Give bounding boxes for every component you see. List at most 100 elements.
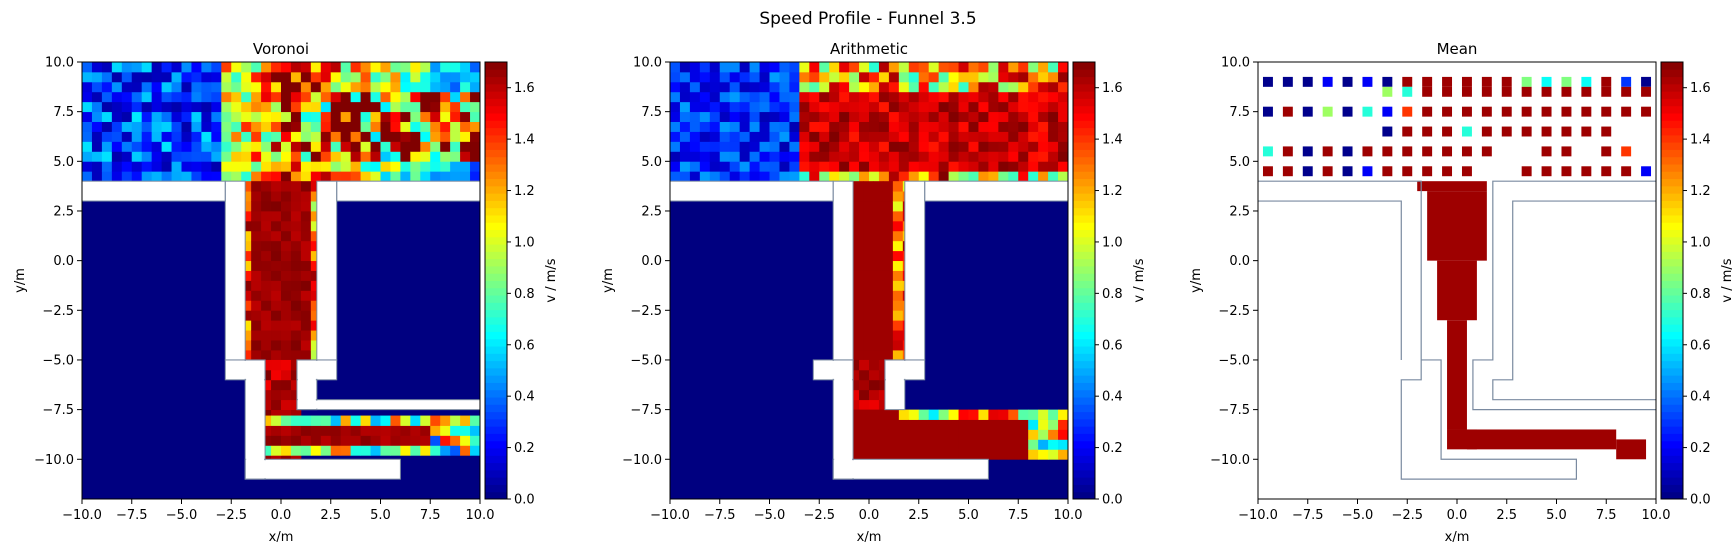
heatmap-cell bbox=[191, 141, 202, 152]
heatmap-cell bbox=[241, 240, 252, 252]
wall-fill bbox=[834, 360, 853, 479]
heatmap-cell bbox=[1581, 106, 1592, 117]
heatmap-cell bbox=[719, 161, 731, 172]
heatmap-cell bbox=[779, 171, 790, 182]
heatmap-cell bbox=[111, 161, 123, 172]
x-tick-label: −10.0 bbox=[1238, 508, 1278, 523]
heatmap-cell bbox=[799, 121, 810, 132]
heatmap-cell bbox=[271, 359, 282, 371]
heatmap-cell bbox=[440, 141, 451, 152]
heatmap-cell bbox=[191, 81, 202, 93]
heatmap-cell bbox=[779, 141, 790, 152]
heatmap-cell bbox=[171, 131, 182, 142]
y-tick-label: 2.5 bbox=[53, 204, 74, 219]
heatmap-cell bbox=[271, 409, 282, 420]
heatmap-cell bbox=[769, 111, 780, 122]
heatmap-cell bbox=[310, 71, 322, 83]
heatmap-cell bbox=[251, 191, 262, 202]
heatmap-cell bbox=[370, 111, 381, 122]
colorbar-segment bbox=[1661, 375, 1683, 383]
heatmap-cell bbox=[82, 91, 93, 103]
heatmap-cell bbox=[918, 131, 930, 142]
heatmap-cell bbox=[390, 415, 401, 426]
heatmap-cell bbox=[679, 141, 691, 152]
heatmap-cell bbox=[350, 425, 361, 436]
colorbar-segment bbox=[485, 418, 507, 427]
heatmap-cell bbox=[111, 91, 123, 103]
heatmap-cell bbox=[290, 181, 302, 192]
heatmap-cell bbox=[320, 141, 332, 152]
heatmap-cell bbox=[350, 71, 361, 83]
y-tick-label: −2.5 bbox=[1218, 304, 1250, 319]
heatmap-cell bbox=[928, 131, 940, 142]
y-tick-label: −10.0 bbox=[622, 453, 662, 468]
wall-fill bbox=[246, 360, 265, 479]
x-tick-label: 5.0 bbox=[958, 508, 979, 523]
colorbar-segment bbox=[485, 462, 507, 471]
heatmap-cell bbox=[849, 111, 860, 122]
heatmap-cell bbox=[251, 151, 262, 162]
heatmap-cell bbox=[231, 81, 242, 93]
heatmap-cell bbox=[121, 131, 133, 142]
heatmap-cell bbox=[231, 101, 242, 113]
heatmap-cell bbox=[908, 91, 920, 103]
heatmap-cell bbox=[370, 445, 381, 456]
heatmap-cell bbox=[410, 445, 421, 456]
colorbar-segment bbox=[1073, 316, 1095, 325]
heatmap-cell bbox=[978, 111, 989, 122]
heatmap-cell bbox=[1422, 166, 1433, 177]
y-tick-label: 0.0 bbox=[1229, 254, 1250, 269]
heatmap-cell bbox=[859, 81, 870, 93]
heatmap-cell bbox=[1402, 146, 1413, 157]
heatmap-cell bbox=[709, 91, 721, 103]
heatmap-cell bbox=[1262, 146, 1273, 157]
wall-fill bbox=[297, 360, 316, 409]
heatmap-cell bbox=[470, 171, 480, 182]
heatmap-cell bbox=[300, 81, 312, 93]
heatmap-cell bbox=[1058, 429, 1068, 440]
heatmap-cell bbox=[320, 161, 332, 172]
heatmap-cell bbox=[310, 320, 322, 331]
heatmap-cell bbox=[121, 161, 133, 172]
heatmap-cell bbox=[829, 171, 840, 182]
heatmap-cell bbox=[1402, 76, 1413, 87]
colorbar-segment bbox=[1661, 244, 1683, 252]
heatmap-cell bbox=[878, 439, 890, 450]
heatmap-cell bbox=[82, 81, 93, 93]
heatmap-cell bbox=[290, 280, 302, 291]
colorbar-segment bbox=[1073, 302, 1095, 311]
colorbar-tick-label: 0.8 bbox=[1690, 287, 1711, 302]
heatmap-cell bbox=[380, 91, 391, 103]
heatmap-cell bbox=[1018, 151, 1029, 162]
heatmap-cell bbox=[1018, 71, 1029, 83]
heatmap-cell bbox=[290, 379, 302, 391]
heatmap-cell bbox=[221, 91, 232, 103]
heatmap-cell bbox=[231, 71, 242, 83]
heatmap-cell bbox=[679, 111, 691, 122]
colorbar-segment bbox=[485, 382, 507, 391]
heatmap-cell bbox=[938, 121, 949, 132]
heatmap-cell bbox=[290, 260, 302, 271]
heatmap-cell bbox=[1028, 419, 1039, 430]
heatmap-cell bbox=[709, 121, 721, 132]
heatmap-cell bbox=[888, 121, 900, 132]
heatmap-cell bbox=[1048, 62, 1059, 73]
heatmap-cell bbox=[699, 62, 711, 73]
colorbar-segment bbox=[485, 207, 507, 216]
colorbar-segment bbox=[485, 185, 507, 194]
heatmap-cell bbox=[872, 220, 884, 232]
heatmap-cell bbox=[898, 141, 910, 152]
heatmap-cell bbox=[161, 141, 172, 152]
heatmap-cell bbox=[1038, 171, 1049, 182]
heatmap-cell bbox=[948, 171, 959, 182]
heatmap-cell bbox=[799, 91, 810, 103]
heatmap-cell bbox=[261, 250, 272, 262]
colorbar-segment bbox=[485, 338, 507, 347]
heatmap-cell bbox=[719, 81, 731, 93]
heatmap-cell bbox=[460, 81, 471, 93]
heatmap-cell bbox=[1437, 260, 1477, 321]
heatmap-cell bbox=[191, 101, 202, 113]
heatmap-cell bbox=[1048, 419, 1059, 430]
heatmap-cell bbox=[360, 62, 371, 73]
heatmap-cell bbox=[470, 161, 480, 172]
